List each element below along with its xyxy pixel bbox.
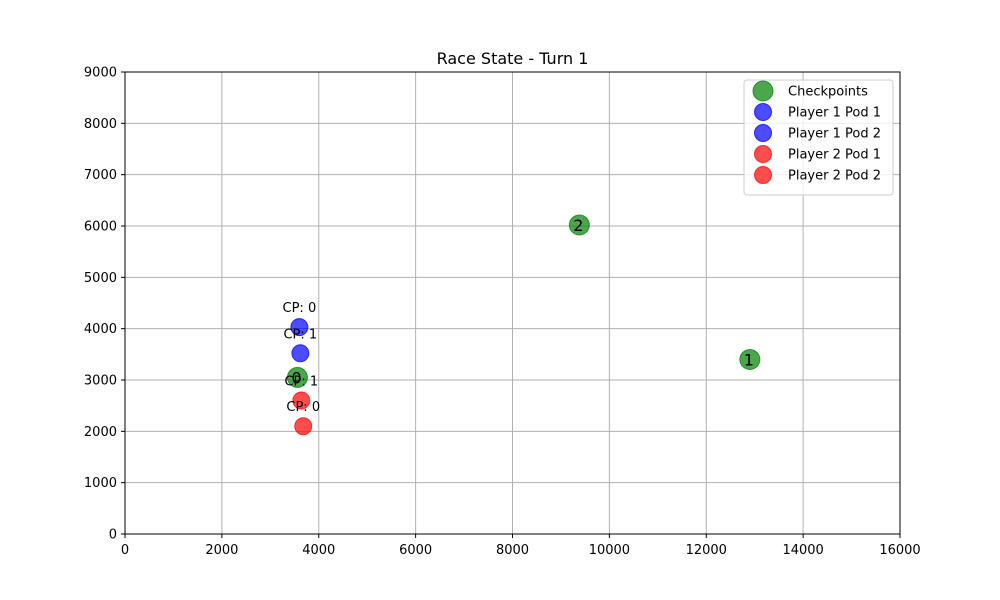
legend: Checkpoints Player 1 Pod 1 Player 1 Pod 2 P… [743,79,894,196]
checkpoint-label: 0 [291,368,301,387]
legend-marker [754,166,772,184]
pod-checkpoint-label: CP: 0 [286,400,320,415]
pod-checkpoint-label: CP: 1 [283,327,317,342]
x-tick-label: 14000 [782,543,823,558]
legend-entry: Player 2 Pod 1 [788,148,881,163]
axis-ticks: 0 2000 4000 6000 8000 10000 12000 14000 16000010… [84,66,921,559]
checkpoint-marker [568,214,590,236]
y-tick-label: 5000 [84,271,117,286]
checkpoint-label: 1 [744,350,754,369]
chart-title: Race State - Turn 1 [437,49,589,68]
y-tick-label: 0 [109,528,117,543]
x-tick-label: 0 [121,543,129,558]
legend-marker [754,103,772,121]
legend-marker [754,124,772,142]
x-tick-label: 2000 [205,543,238,558]
y-tick-label: 2000 [84,425,117,440]
x-tick-label: 4000 [302,543,335,558]
x-tick-label: 16000 [879,543,920,558]
checkpoint-marker [739,348,761,370]
y-tick-label: 8000 [84,117,117,132]
x-tick-label: 8000 [496,543,529,558]
y-tick-label: 7000 [84,168,117,183]
markers [286,214,761,436]
legend-marker [754,145,772,163]
checkpoint-label: 2 [573,216,583,235]
x-tick-label: 6000 [399,543,432,558]
pod-marker [290,318,309,337]
y-tick-label: 3000 [84,374,117,389]
legend-entry: Player 2 Pod 2 [788,169,881,184]
y-tick-label: 6000 [84,220,117,235]
pod-checkpoint-label: CP: 1 [284,375,318,390]
x-tick-label: 10000 [589,543,630,558]
y-tick-label: 1000 [84,476,117,491]
x-tick-label: 12000 [686,543,727,558]
y-tick-label: 9000 [84,66,117,81]
checkpoint-marker [286,366,308,388]
legend-box [743,79,894,196]
legend-entry: Player 1 Pod 1 [788,106,881,121]
legend-marker [752,80,774,102]
legend-entry: Checkpoints [788,85,868,100]
pod-checkpoint-label: CP: 0 [283,301,317,316]
pod-marker [292,391,311,410]
legend-entry: Player 1 Pod 2 [788,127,881,142]
y-tick-label: 4000 [84,322,117,337]
annotations: 0 1 2 CP: 0 CP: 1 CP: 1 CP: 0 [283,216,754,415]
pod-marker [291,344,310,363]
pod-marker [294,417,313,436]
